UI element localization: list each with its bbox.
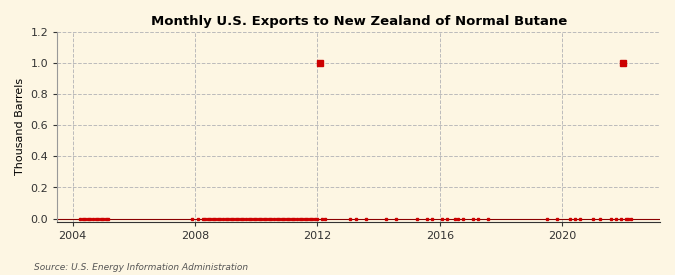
Y-axis label: Thousand Barrels: Thousand Barrels — [15, 78, 25, 175]
Text: Source: U.S. Energy Information Administration: Source: U.S. Energy Information Administ… — [34, 263, 248, 272]
Title: Monthly U.S. Exports to New Zealand of Normal Butane: Monthly U.S. Exports to New Zealand of N… — [151, 15, 567, 28]
